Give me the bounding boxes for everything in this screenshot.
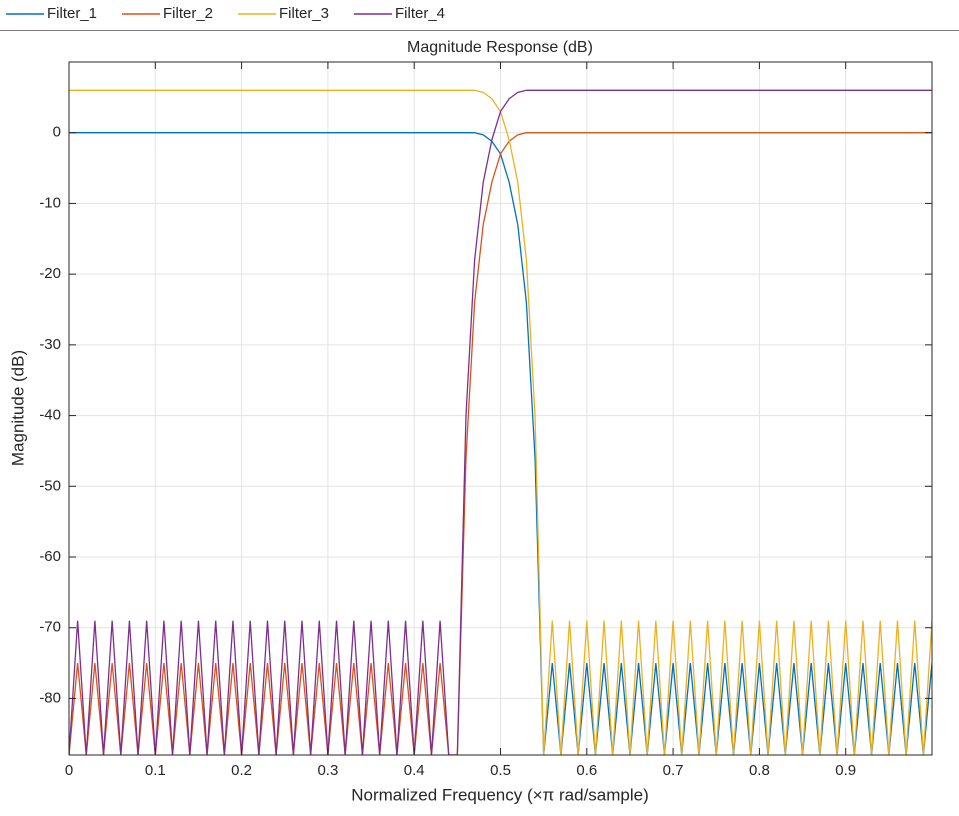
x-tick-label: 0.8: [749, 762, 770, 779]
y-tick-label: -20: [39, 265, 61, 282]
legend-label[interactable]: Filter_4: [395, 5, 445, 22]
plot-lines: [69, 89, 932, 755]
legend-label[interactable]: Filter_3: [279, 5, 329, 22]
x-tick-label: 0.7: [663, 762, 684, 779]
series-line: [69, 89, 932, 755]
chart-title: Magnitude Response (dB): [407, 39, 593, 56]
legend-label[interactable]: Filter_1: [47, 5, 97, 22]
series-line: [69, 132, 932, 755]
x-tick-label: 0.5: [490, 762, 511, 779]
x-tick-label: 0.4: [404, 762, 425, 779]
y-tick-label: -40: [39, 407, 61, 424]
y-tick-label: 0: [53, 124, 61, 141]
x-tick-label: 0.6: [576, 762, 597, 779]
legend-label[interactable]: Filter_2: [163, 5, 213, 22]
grid: [68, 62, 932, 755]
ticks: 0 0.1 0.2 0.3 0.4 0.5 0.6 0.7 0.8 0.9 0 -10 -20 -30 -4…: [39, 62, 932, 779]
legend: Filter_1 Filter_2 Filter_3 Filter_4: [6, 5, 445, 22]
x-tick-label: 0.3: [317, 762, 338, 779]
y-tick-label: -60: [39, 548, 61, 565]
y-tick-label: -30: [39, 336, 61, 353]
x-tick-label: 0.9: [835, 762, 856, 779]
y-tick-label: -80: [39, 689, 61, 706]
y-axis-label: Magnitude (dB): [8, 350, 27, 466]
y-tick-label: -50: [39, 477, 61, 494]
y-tick-label: -10: [39, 194, 61, 211]
x-tick-label: 0.1: [145, 762, 166, 779]
x-tick-label: 0: [65, 762, 73, 779]
x-axis-label: Normalized Frequency (×π rad/sample): [351, 785, 649, 804]
y-tick-label: -70: [39, 619, 61, 636]
x-tick-label: 0.2: [231, 762, 252, 779]
